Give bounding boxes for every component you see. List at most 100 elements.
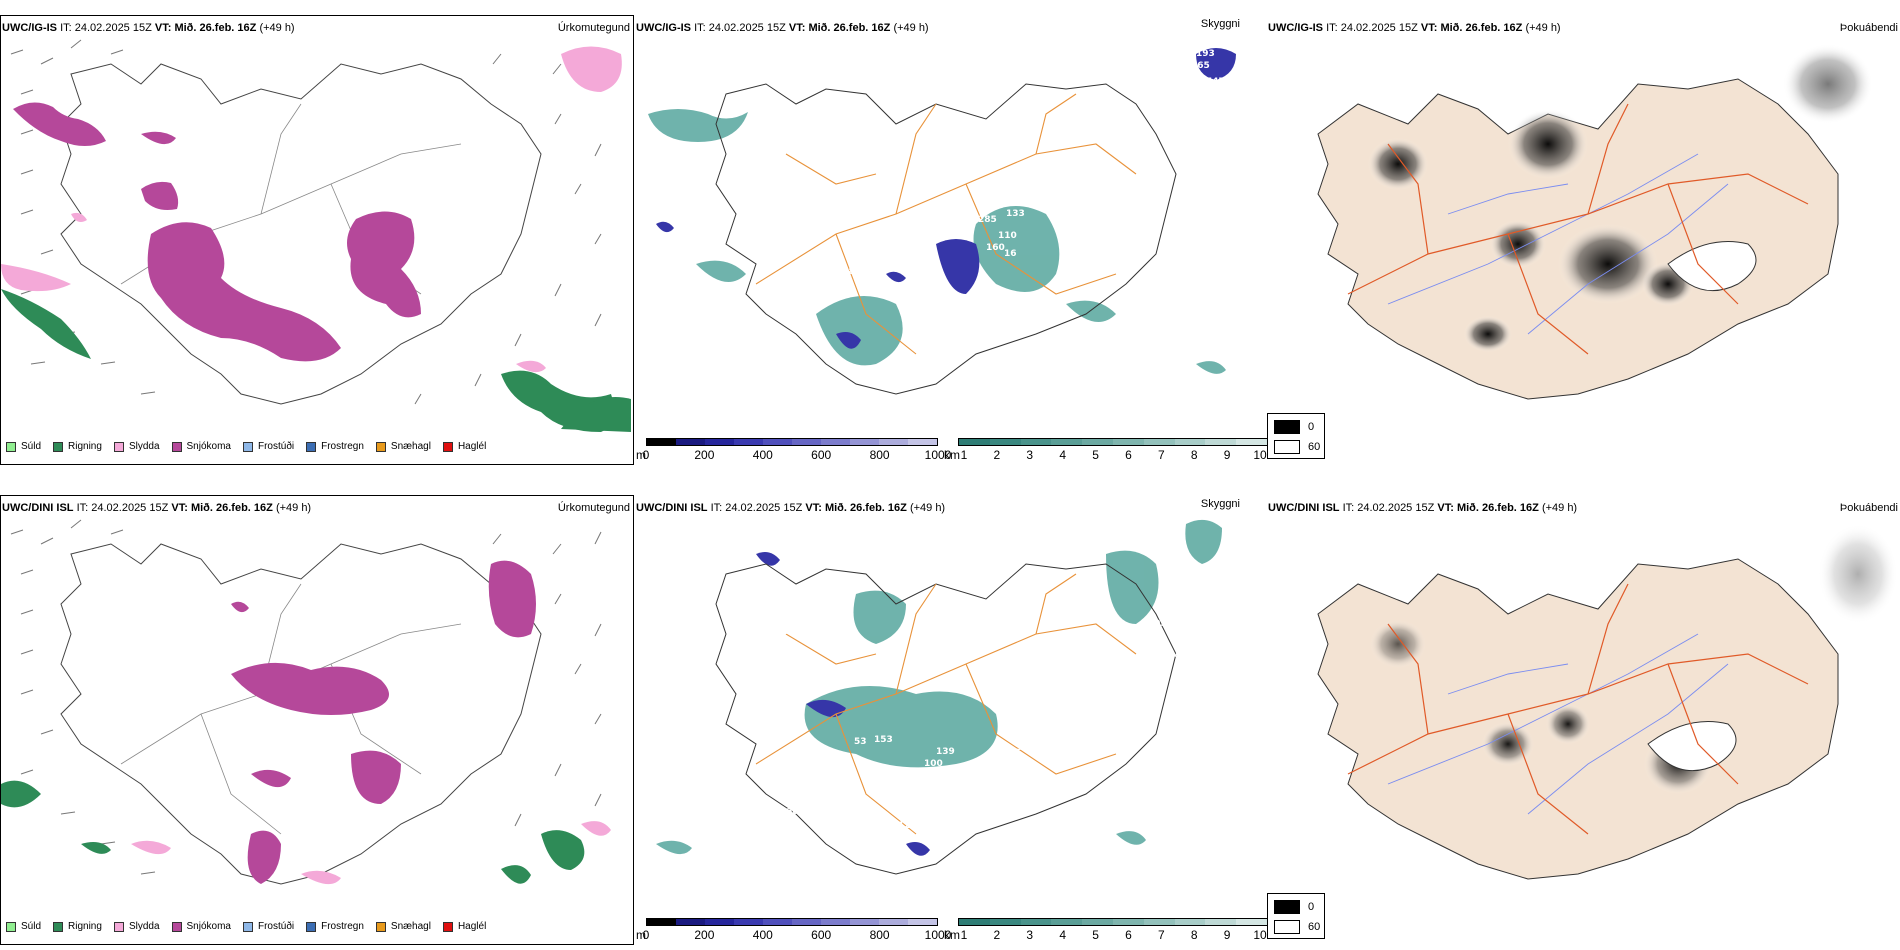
colorbar-segment [821,919,850,925]
legend-item-snjokoma: Snjókoma [171,441,231,452]
colorbar-segment [1143,439,1175,445]
iceland-outline [60,543,542,885]
colorbar-segment [1051,439,1083,445]
precip-map-frame [0,15,634,465]
colorbar-segment [647,919,676,925]
glacier [1667,241,1757,292]
it-prefix: IT: [1326,22,1338,34]
fog-map [1317,524,1898,880]
colorbar-tick-label: 200 [694,448,715,462]
colorbar-tick-label: 400 [752,928,773,942]
ceiling-value-label: 193 [1196,49,1215,59]
ceiling-unit: m [636,928,646,942]
visibility-ticks: 1 2 3 4 5 6 7 8 9 10 [961,928,1267,942]
ceiling-value-label: 32 [796,175,809,185]
fog-key: 0 60 [1267,413,1325,459]
colorbar-tick-label: 9 [1223,928,1231,942]
ceiling-value-label: 547 [1206,77,1225,87]
it-prefix: IT: [60,22,72,34]
colorbar-tick-label: 0 [642,928,650,942]
legend-item-snaehagl: Snæhagl [375,441,431,452]
legend-swatch [242,441,253,452]
legend-label: Rigning [68,441,102,452]
fog-map [1317,44,1873,400]
colorbar-segment [1236,919,1267,925]
colorbar-tick-label: 2 [993,448,1001,462]
panel-title-visibility: Skyggni [1200,498,1240,510]
ceiling-value-label: 79 [932,227,945,237]
snow-areas [231,560,536,884]
legend-item-snjokoma: Snjókoma [171,921,231,932]
colorbar-segment [1020,919,1052,925]
fog-key-label-top: 0 [1308,901,1315,913]
legend-swatch [171,441,182,452]
colorbar-segment [1082,919,1113,925]
lead-time: (+49 h) [893,22,929,34]
iceland-outline [60,63,542,405]
ceiling-value-label: 205 [908,291,927,301]
fog-key: 0 60 [1267,893,1325,939]
visibility-ticks: 1 2 3 4 5 6 7 8 9 10 [961,448,1267,462]
legend-label: Frostúði [257,441,295,452]
ceiling-value-label: 139 [936,747,955,757]
colorbar-segment [763,439,792,445]
ceiling-ticks: 0 200 400 600 800 1000 [642,928,952,942]
value-labels: 1932655477913328511016016196205338151583… [776,49,1225,337]
iceland-outline [715,83,1177,395]
lead-time: (+49 h) [259,22,295,34]
ceiling-value-label: 58 [928,327,941,337]
glacier [1647,721,1737,772]
vt-value: Mið. 26.feb. 16Z [1456,502,1539,514]
ceiling-value-label: 16 [826,255,839,265]
ceiling-value-label: 133 [1006,209,1025,219]
legend-item-haglel: Haglél [442,921,486,932]
ceiling-value-label: 16 [1004,249,1017,259]
colorbar-tick-label: 10 [1253,928,1267,942]
ceiling-value-label: 31 [1154,637,1167,647]
legend-swatch [442,921,453,932]
teal-fields [656,519,1222,855]
ceiling-unit: m [636,448,646,462]
legend-label: Snjókoma [186,441,231,452]
colorbar-segment [989,919,1021,925]
row-2: UWC/DINI ISL IT: 24.02.2025 15Z VT: Mið.… [0,480,1900,950]
legend-label: Frostregn [321,441,364,452]
fog-key-label-top: 0 [1308,421,1315,433]
colorbar-segment [792,919,821,925]
legend-swatch [375,441,386,452]
colorbar-segment [1112,919,1144,925]
vt-value: Mið. 26.feb. 16Z [824,502,907,514]
model-name: UWC/DINI ISL [636,502,708,514]
visibility-colorbar [958,438,1268,446]
vt-prefix: VT: [1437,502,1454,514]
ceiling-value-label: 265 [1191,61,1210,71]
legend-swatch [306,921,317,932]
ceiling-value-label: 338 [936,303,955,313]
colorbar-tick-label: 8 [1190,448,1198,462]
lead-time: (+49 h) [909,502,946,514]
ceiling-value-label: 684 [1162,651,1181,661]
it-value: 24.02.2025 15Z [725,502,803,514]
colorbar-tick-label: 7 [1157,448,1165,462]
panel-title-precip: Úrkomutegund [557,502,630,514]
it-prefix: IT: [76,502,89,514]
vt-prefix: VT: [171,502,188,514]
snow-areas [13,102,421,362]
colorbar-tick-label: 6 [1125,928,1132,942]
legend-label: Slydda [128,921,160,932]
teal-fields [648,109,1226,374]
colorbar-tick-label: 3 [1026,928,1034,942]
panel-header: UWC/IG-IS IT: 24.02.2025 15Z VT: Mið. 26… [1268,22,1561,35]
ceiling-value-label: 538 [950,635,969,645]
ceiling-value-label: 78 [808,279,821,289]
lead-time: (+49 h) [1541,502,1578,514]
it-prefix: IT: [694,22,706,34]
ceiling-value-label: 60 [786,807,799,817]
visibility-map: 1932655477913328511016016196205338151583… [648,48,1236,395]
wind-barbs [10,519,602,875]
legend-label: Súld [21,921,42,932]
ceiling-value-label: 151 [902,309,921,319]
colorbar-tick-label: 6 [1125,448,1132,462]
panel-title-fog: Þokuábendi [1839,22,1898,34]
legend-item-frostregn: Frostregn [306,441,364,452]
